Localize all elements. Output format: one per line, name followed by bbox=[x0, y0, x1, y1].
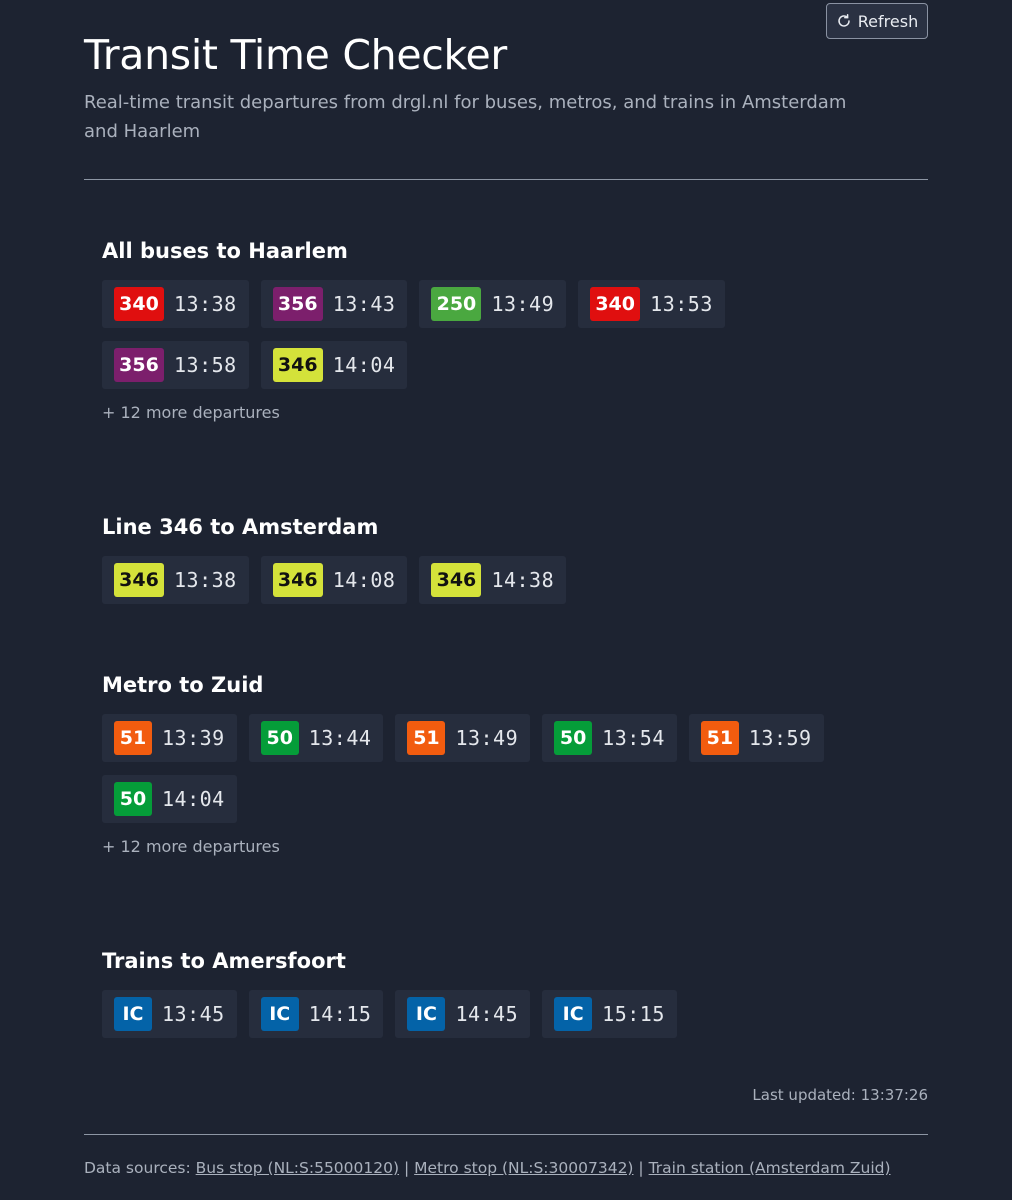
departure-chip[interactable]: 50 14:04 bbox=[102, 775, 237, 823]
departure-time: 13:38 bbox=[174, 568, 237, 592]
departure-time: 13:49 bbox=[491, 292, 555, 316]
departure-chip[interactable]: 51 13:59 bbox=[688, 714, 824, 762]
separator: | bbox=[638, 1159, 644, 1177]
section-trains-amersfoort: Trains to Amersfoort IC 13:45 IC 14:15 IC 14:… bbox=[84, 948, 928, 1038]
section-line-346-amsterdam: Line 346 to Amsterdam 346 13:38 346 14:08 34… bbox=[84, 514, 928, 604]
line-badge: 346 bbox=[272, 563, 323, 597]
section-buses-haarlem: All buses to Haarlem 340 13:38 356 13:43 250… bbox=[84, 238, 928, 422]
departure-list: 346 13:38 346 14:08 346 14:38 bbox=[102, 556, 882, 604]
departure-chip[interactable]: 346 14:04 bbox=[260, 341, 408, 389]
departure-time: 13:53 bbox=[650, 292, 713, 316]
departure-chip[interactable]: 346 13:38 bbox=[102, 556, 249, 604]
refresh-label: Refresh bbox=[857, 11, 919, 31]
departure-list: IC 13:45 IC 14:15 IC 14:45 IC 15:15 bbox=[102, 990, 882, 1038]
line-badge: 50 bbox=[114, 782, 152, 816]
separator: | bbox=[403, 1159, 410, 1177]
train-station-link[interactable]: Train station (Amsterdam Zuid) bbox=[648, 1159, 891, 1177]
departure-time: 13:43 bbox=[332, 292, 396, 316]
last-updated: Last updated: 13:37:26 bbox=[752, 1086, 928, 1104]
departure-chip[interactable]: 50 13:44 bbox=[248, 714, 384, 762]
section-title: Line 346 to Amsterdam bbox=[102, 515, 379, 539]
line-badge: 50 bbox=[554, 721, 593, 755]
departure-time: 14:38 bbox=[491, 568, 555, 592]
sources-label: Data sources: bbox=[84, 1159, 191, 1177]
departure-list: 51 13:39 50 13:44 51 13:49 50 13:54 51 13:59 50 14:… bbox=[102, 714, 882, 823]
departure-time: 13:54 bbox=[602, 726, 665, 750]
more-departures[interactable]: + 12 more departures bbox=[102, 837, 280, 856]
line-badge: IC bbox=[114, 997, 152, 1031]
page-subtitle: Real-time transit departures from drgl.n… bbox=[84, 92, 847, 142]
departure-chip[interactable]: IC 14:45 bbox=[395, 990, 531, 1038]
departure-time: 13:38 bbox=[174, 292, 237, 316]
departure-chip[interactable]: 346 14:08 bbox=[260, 556, 408, 604]
footer-divider bbox=[84, 1134, 928, 1135]
data-sources: Data sources: Bus stop (NL:S:55000120) |… bbox=[84, 1159, 928, 1177]
line-badge: 346 bbox=[272, 348, 323, 382]
page: Transit Time Checker Real-time transit d… bbox=[84, 0, 928, 1177]
departure-chip[interactable]: 340 13:38 bbox=[102, 280, 249, 328]
departure-chip[interactable]: IC 14:15 bbox=[248, 990, 384, 1038]
line-badge: 51 bbox=[407, 721, 446, 755]
departure-chip[interactable]: IC 15:15 bbox=[542, 990, 677, 1038]
section-title: Trains to Amersfoort bbox=[102, 949, 346, 973]
section-title: All buses to Haarlem bbox=[102, 239, 348, 263]
departure-chip[interactable]: 346 14:38 bbox=[419, 556, 567, 604]
departure-time: 15:15 bbox=[602, 1002, 665, 1026]
line-badge: IC bbox=[260, 997, 299, 1031]
more-departures[interactable]: + 12 more departures bbox=[102, 403, 280, 422]
line-badge: 340 bbox=[114, 287, 164, 321]
line-badge: 346 bbox=[114, 563, 164, 597]
departure-time: 13:49 bbox=[455, 726, 519, 750]
line-badge: IC bbox=[407, 997, 446, 1031]
departure-chip[interactable]: 51 13:49 bbox=[395, 714, 531, 762]
line-badge: IC bbox=[554, 997, 593, 1031]
departure-time: 14:04 bbox=[332, 353, 396, 377]
departure-time: 14:08 bbox=[332, 568, 396, 592]
line-badge: 356 bbox=[114, 348, 164, 382]
departure-time: 14:15 bbox=[308, 1002, 372, 1026]
departure-time: 13:59 bbox=[748, 726, 812, 750]
page-title: Transit Time Checker bbox=[84, 31, 507, 79]
departure-chip[interactable]: 50 13:54 bbox=[542, 714, 677, 762]
refresh-icon bbox=[838, 14, 850, 27]
departure-chip[interactable]: 340 13:53 bbox=[578, 280, 725, 328]
metro-stop-link[interactable]: Metro stop (NL:S:30007342) bbox=[414, 1159, 634, 1177]
departure-time: 13:44 bbox=[308, 726, 372, 750]
departure-time: 14:04 bbox=[162, 787, 225, 811]
departure-time: 13:58 bbox=[174, 353, 237, 377]
departure-list: 340 13:38 356 13:43 250 13:49 340 13:53 356 13:58… bbox=[102, 280, 882, 389]
bus-stop-link[interactable]: Bus stop (NL:S:55000120) bbox=[195, 1159, 400, 1177]
departure-chip[interactable]: 250 13:49 bbox=[419, 280, 567, 328]
departure-time: 13:45 bbox=[162, 1002, 225, 1026]
section-title: Metro to Zuid bbox=[102, 673, 264, 697]
departure-time: 13:39 bbox=[162, 726, 225, 750]
header-divider bbox=[84, 179, 928, 180]
line-badge: 250 bbox=[431, 287, 482, 321]
refresh-button[interactable]: Refresh bbox=[826, 3, 928, 39]
section-metro-zuid: Metro to Zuid 51 13:39 50 13:44 51 13:49 50 13:… bbox=[84, 672, 928, 856]
line-badge: 356 bbox=[272, 287, 323, 321]
line-badge: 50 bbox=[260, 721, 299, 755]
line-badge: 51 bbox=[114, 721, 152, 755]
departure-time: 14:45 bbox=[455, 1002, 519, 1026]
departure-chip[interactable]: 356 13:58 bbox=[102, 341, 249, 389]
line-badge: 51 bbox=[700, 721, 739, 755]
departure-chip[interactable]: IC 13:45 bbox=[102, 990, 237, 1038]
departure-chip[interactable]: 51 13:39 bbox=[102, 714, 237, 762]
line-badge: 346 bbox=[431, 563, 482, 597]
departure-chip[interactable]: 356 13:43 bbox=[260, 280, 408, 328]
line-badge: 340 bbox=[590, 287, 641, 321]
